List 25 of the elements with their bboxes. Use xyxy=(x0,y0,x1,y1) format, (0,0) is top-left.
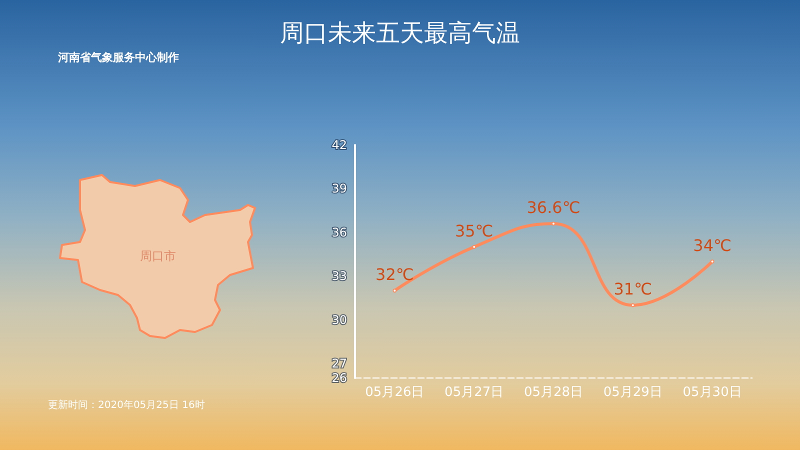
data-label: 31℃ xyxy=(614,280,652,299)
y-tick-label: 42 xyxy=(332,138,347,152)
y-tick-label: 36 xyxy=(332,225,347,240)
y-tick-label: 39 xyxy=(332,182,347,196)
x-tick-label: 05月29日 xyxy=(603,385,662,400)
x-tick-label: 05月28日 xyxy=(524,385,584,400)
x-tick-label: 05月27日 xyxy=(444,385,504,400)
x-tick-label: 05月30日 xyxy=(682,385,742,400)
text: 河南省气象服务中心制作 xyxy=(58,50,179,65)
text: 周口市 xyxy=(140,248,176,265)
y-tick-label: 30 xyxy=(332,312,347,327)
y-tick-label: 33 xyxy=(332,269,347,284)
point xyxy=(392,288,397,293)
point xyxy=(710,260,714,264)
point xyxy=(552,222,556,226)
text: 更新时间：2020年05月25日 16时 xyxy=(48,398,205,412)
y-tick-label: 26 xyxy=(332,371,347,385)
point xyxy=(472,244,476,249)
data-label: 35℃ xyxy=(454,221,494,240)
y-tick-label: 27 xyxy=(332,356,347,370)
data-label: 36.6℃ xyxy=(526,198,580,218)
data-label: 34℃ xyxy=(693,236,732,255)
data-label: 32℃ xyxy=(376,265,414,284)
x-tick-label: 05月26日 xyxy=(365,385,424,400)
chart-title: 周口未来五天最高气温 xyxy=(280,19,520,47)
